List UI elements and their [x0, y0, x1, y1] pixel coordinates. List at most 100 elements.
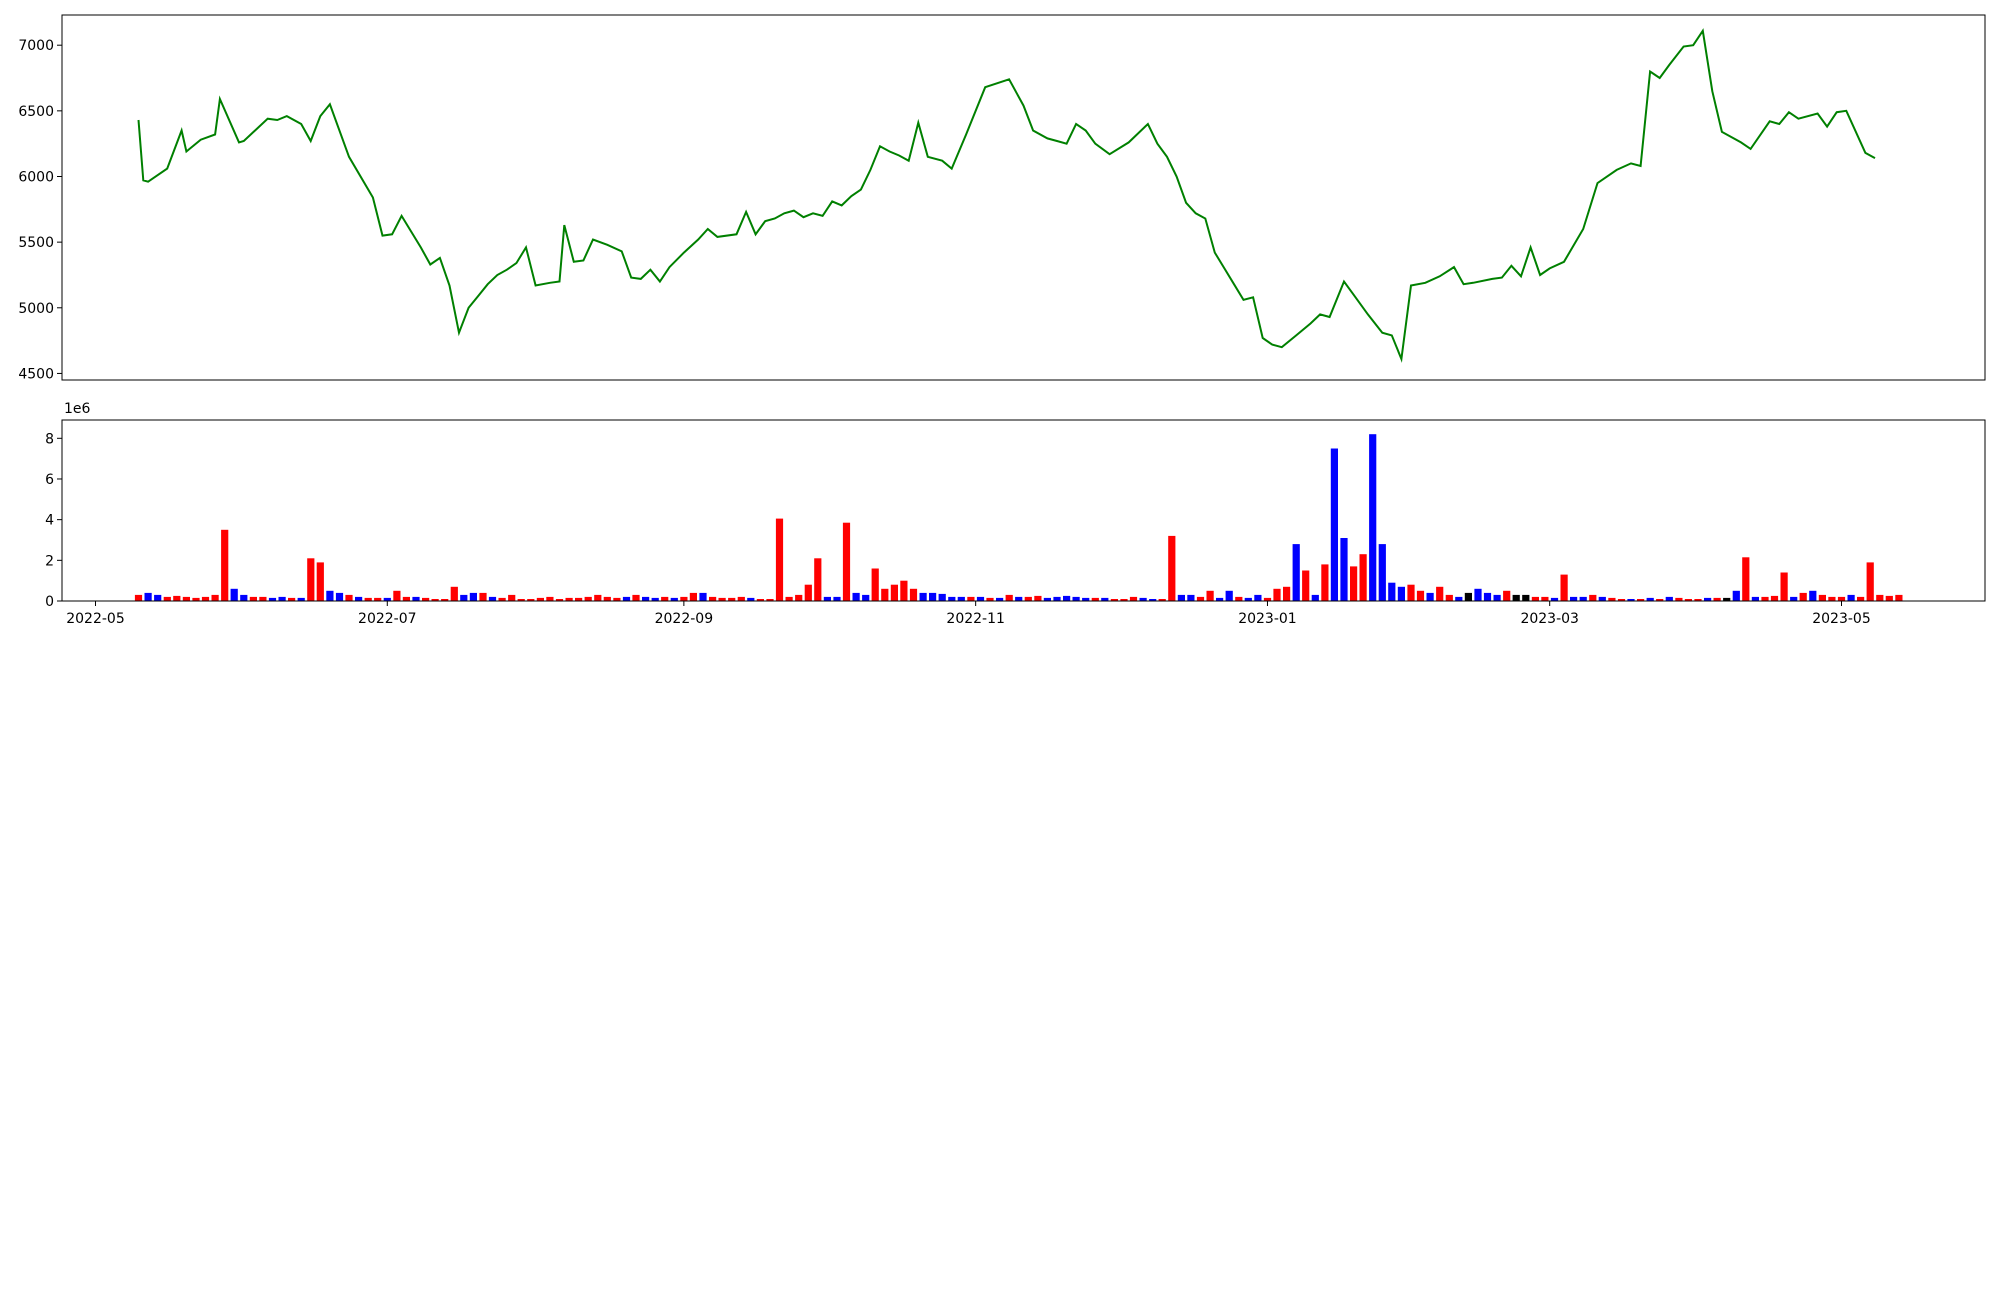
volume-bar: [1522, 594, 1530, 601]
volume-bar: [881, 588, 889, 601]
volume-bar: [1732, 590, 1740, 601]
volume-bar: [517, 599, 525, 601]
volume-bar: [1809, 590, 1817, 601]
volume-bar: [1866, 562, 1874, 601]
volume-bar: [938, 593, 946, 601]
volume-bar: [1168, 535, 1176, 601]
volume-bar: [1388, 582, 1396, 601]
volume-bar: [508, 594, 516, 601]
volume-bar: [747, 597, 755, 601]
x-tick-label: 2023-03: [1520, 611, 1579, 627]
volume-bar: [1713, 597, 1721, 601]
volume-bar: [785, 596, 793, 601]
volume-bar: [651, 597, 659, 601]
volume-bar: [1426, 592, 1434, 601]
volume-bar: [1531, 596, 1539, 601]
x-tick-label: 2022-11: [946, 611, 1005, 627]
volume-bar: [957, 596, 965, 601]
volume-bar: [766, 599, 774, 601]
y-tick-label: 4500: [18, 366, 54, 382]
volume-bar: [527, 599, 535, 601]
volume-bar: [422, 597, 430, 601]
volume-bar: [182, 596, 190, 601]
volume-bar: [536, 597, 544, 601]
y-tick-label: 4: [45, 513, 54, 529]
volume-bar: [1072, 596, 1080, 601]
volume-bar: [1570, 596, 1578, 601]
volume-bar: [173, 595, 181, 601]
volume-bar: [1340, 538, 1348, 601]
volume-bar: [211, 594, 219, 601]
volume-bar: [1302, 570, 1310, 601]
volume-bar: [1675, 597, 1683, 601]
volume-bar: [1149, 599, 1157, 601]
volume-bar: [326, 590, 334, 601]
volume-bar: [316, 562, 324, 601]
volume-bar: [996, 597, 1004, 601]
volume-bar: [584, 596, 592, 601]
y-tick-label: 5500: [18, 235, 54, 251]
volume-bar: [249, 596, 257, 601]
volume-bar: [431, 599, 439, 601]
volume-bar: [163, 596, 171, 601]
volume-bar: [613, 597, 621, 601]
x-tick-label: 2022-09: [655, 611, 714, 627]
volume-bar: [814, 558, 822, 601]
volume-bar: [594, 594, 602, 601]
volume-bar: [1589, 594, 1597, 601]
volume-bar: [393, 590, 401, 601]
volume-panel: 0 2 4 6 8: [45, 419, 1986, 610]
volume-bar: [1187, 594, 1195, 601]
y-tick-label: 6: [45, 472, 54, 488]
volume-bar: [1608, 597, 1616, 601]
x-tick-label: 2022-07: [358, 611, 417, 627]
volume-bar: [1445, 594, 1453, 601]
volume-bar: [192, 597, 200, 601]
volume-bar: [1627, 599, 1635, 601]
volume-bar: [1694, 599, 1702, 601]
volume-bar: [335, 592, 344, 601]
volume-bar: [1455, 596, 1463, 601]
y-tick-label: 6500: [18, 104, 54, 120]
volume-bar: [565, 597, 573, 601]
volume-bar: [555, 599, 564, 601]
volume-bar: [1637, 599, 1645, 601]
volume-bar: [823, 596, 831, 601]
volume-bar: [737, 596, 745, 601]
x-tick-label: 2023-05: [1812, 611, 1871, 627]
volume-bar: [297, 597, 305, 601]
volume-bar: [603, 596, 611, 601]
y-tick-label: 7000: [18, 38, 54, 54]
volume-bar: [1053, 596, 1061, 601]
volume-bar: [709, 596, 717, 601]
volume-bar: [852, 592, 860, 601]
volume-bar: [1416, 590, 1425, 601]
volume-bar: [862, 594, 870, 601]
volume-bar: [230, 588, 238, 601]
volume-bar: [402, 596, 410, 601]
volume-bar: [967, 596, 975, 601]
volume-bar: [680, 596, 688, 601]
volume-bar: [1550, 597, 1559, 601]
volume-bar: [488, 596, 497, 601]
volume-bar: [1407, 584, 1415, 601]
volume-bar: [1129, 596, 1138, 601]
y-tick-label: 6000: [18, 169, 54, 185]
volume-bar: [1828, 596, 1836, 601]
volume-bar: [986, 597, 994, 601]
volume-bar: [632, 594, 640, 601]
volume-bar: [1101, 597, 1109, 601]
volume-bar: [307, 558, 315, 601]
volume-bar: [1579, 596, 1587, 601]
volume-bar: [718, 597, 726, 601]
volume-bar: [1397, 586, 1405, 601]
volume-bar: [144, 592, 152, 601]
volume-bar: [450, 586, 458, 601]
volume-bar: [1780, 572, 1788, 601]
chart-panels: 4500 5000 5500 6000 6500 7000 0 2 4 6 8: [18, 14, 1986, 610]
volume-bar: [1091, 597, 1099, 601]
volume-bar: [1684, 599, 1692, 601]
volume-bar: [1541, 596, 1549, 601]
volume-bar: [364, 597, 372, 601]
